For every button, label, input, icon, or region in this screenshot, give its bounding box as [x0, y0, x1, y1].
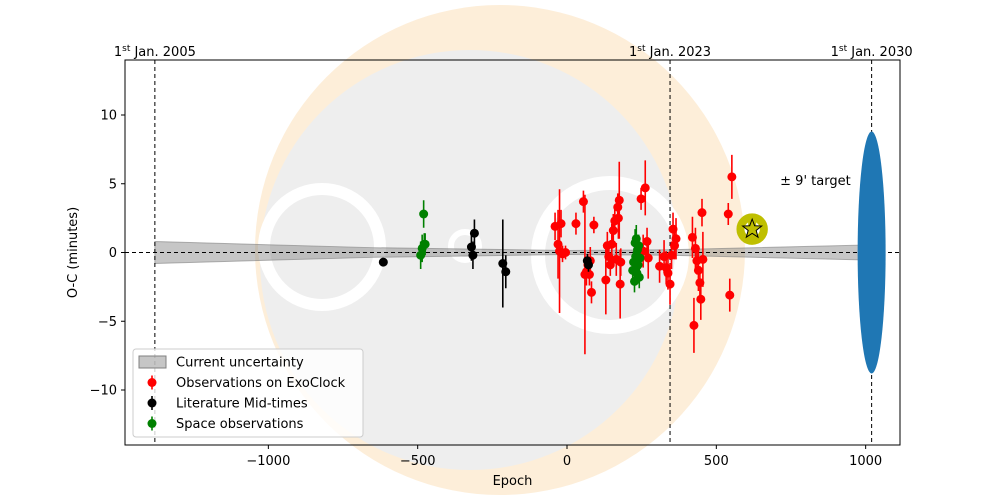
y-tick-label-0: −10 [90, 384, 117, 399]
data-point-0-27 [616, 257, 626, 267]
date-label-1: 1st Jan. 2023 [629, 44, 711, 60]
data-point-0-41 [671, 234, 681, 244]
series-0 [550, 154, 737, 355]
y-tick-label-4: 10 [100, 109, 117, 124]
data-point-0-32 [643, 253, 653, 263]
data-point-0-5 [561, 248, 571, 257]
plot-area [125, 60, 900, 445]
series-1 [378, 219, 594, 308]
legend-label-2: Literature Mid-times [176, 397, 308, 412]
data-point-1-0 [378, 257, 388, 267]
data-point-0-48 [696, 294, 706, 304]
legend-label-3: Space observations [176, 417, 304, 432]
target-ring [736, 213, 768, 245]
watermark-ring-small [448, 229, 482, 263]
legend-label-1: Observations on ExoClock [176, 376, 346, 391]
target-label: ± 9' target [780, 174, 851, 189]
data-point-2-15 [634, 272, 644, 282]
x-tick-label-0: −1000 [246, 454, 290, 469]
target-star [741, 217, 764, 239]
data-point-0-49 [697, 208, 707, 218]
data-point-0-43 [689, 320, 699, 330]
data-point-0-14 [589, 220, 599, 230]
data-point-0-15 [601, 275, 611, 285]
data-point-0-52 [725, 290, 735, 300]
date-label-0: 1st Jan. 2005 [114, 44, 196, 60]
date-label-2: 1st Jan. 2030 [831, 44, 913, 60]
legend: Current uncertainty Observations on ExoCl… [132, 348, 364, 438]
data-point-0-26 [615, 279, 625, 289]
data-point-2-16 [635, 253, 645, 263]
data-point-0-36 [663, 268, 673, 278]
x-axis-label: Epoch [493, 474, 533, 489]
data-point-2-14 [634, 241, 644, 251]
legend-marker-1 [147, 378, 157, 387]
data-point-0-30 [640, 183, 650, 193]
data-point-1-7 [584, 260, 594, 270]
data-point-2-2 [419, 209, 429, 219]
data-point-0-25 [614, 195, 624, 205]
data-point-0-13 [586, 287, 596, 297]
axes: ± 9' target −1000 −500 0 500 1000 −10 −5 0 5 10 Epo… [66, 44, 913, 489]
future-uncertainty-ellipse [857, 131, 886, 374]
data-point-0-51 [723, 209, 733, 219]
x-tick-label-2: 0 [563, 454, 571, 469]
data-point-0-6 [571, 219, 581, 229]
data-point-0-19 [607, 239, 617, 249]
data-point-0-50 [698, 254, 708, 264]
data-point-0-53 [727, 172, 737, 182]
legend-marker-2 [147, 398, 157, 408]
series-2 [416, 200, 645, 293]
legend-swatch-0 [138, 355, 167, 369]
y-tick-label-1: −5 [98, 315, 117, 330]
legend-box [132, 348, 364, 438]
data-point-0-3 [556, 219, 566, 229]
data-point-1-3 [469, 228, 479, 238]
data-point-0-37 [665, 279, 675, 289]
data-point-2-4 [420, 239, 430, 249]
exoclock-watermark [255, 5, 745, 495]
legend-label-0: Current uncertainty [176, 356, 304, 371]
x-tick-label-4: 1000 [849, 454, 882, 469]
x-tick-label-1: −500 [400, 454, 436, 469]
x-tick-label-3: 500 [704, 454, 729, 469]
data-point-0-7 [578, 197, 588, 207]
data-point-1-5 [501, 267, 511, 277]
data-point-1-2 [468, 250, 478, 260]
watermark-ring-left [258, 183, 386, 311]
y-tick-label-3: 5 [109, 177, 117, 192]
data-point-0-46 [693, 265, 703, 275]
data-point-0-24 [613, 213, 623, 223]
data-point-0-20 [608, 226, 618, 235]
y-tick-label-2: 0 [109, 246, 117, 261]
y-axis-label: O-C (minutes) [66, 207, 81, 298]
data-point-0-28 [636, 194, 646, 204]
data-point-0-11 [584, 270, 594, 279]
legend-marker-3 [147, 419, 157, 428]
data-point-0-31 [642, 237, 652, 246]
